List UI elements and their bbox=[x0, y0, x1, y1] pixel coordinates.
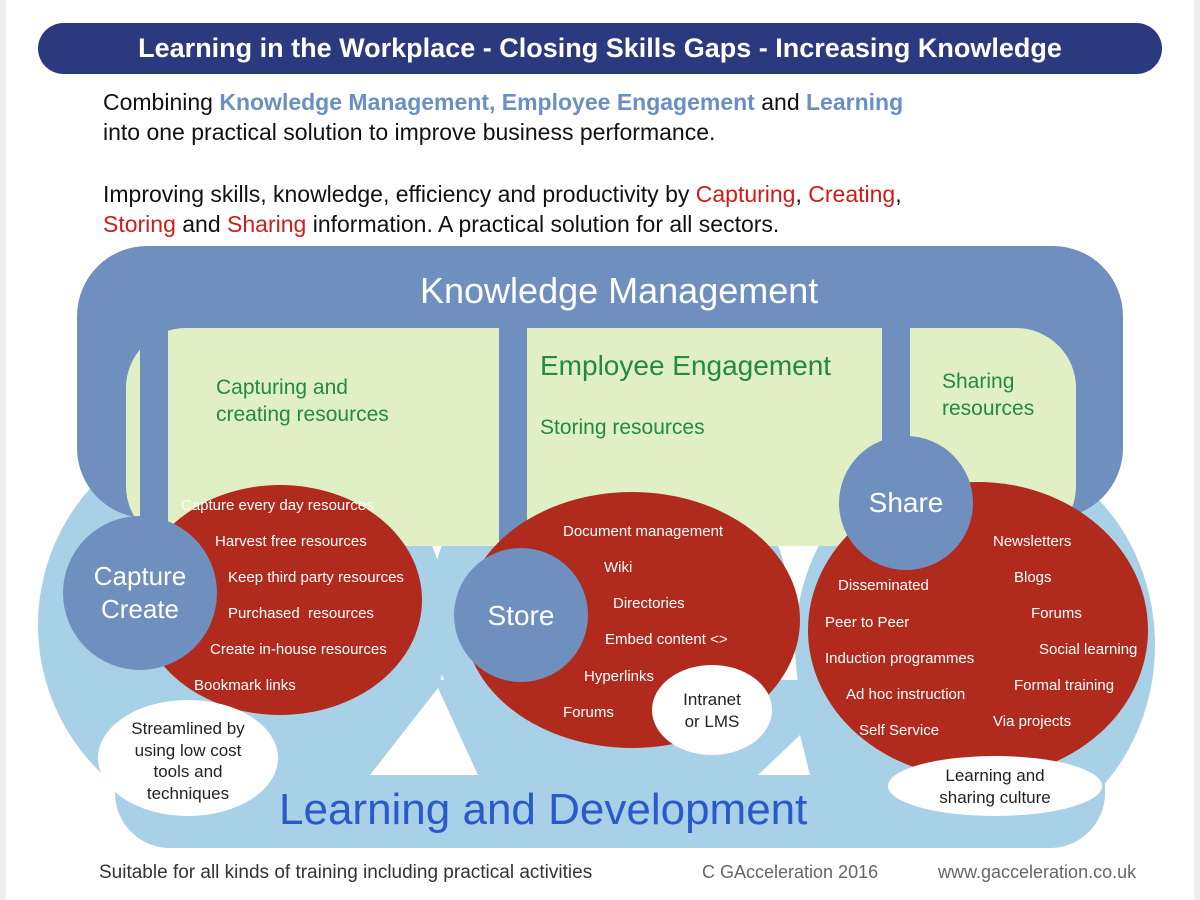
share-item: Formal training bbox=[1014, 677, 1115, 694]
share-item: Newsletters bbox=[993, 533, 1072, 550]
intro-line-2: into one practical solution to improve b… bbox=[103, 119, 716, 145]
store-item: Forums bbox=[563, 704, 614, 721]
capture-item: Harvest free resources bbox=[215, 533, 367, 550]
intro-paragraph-1: Combining Knowledge Management, Employee… bbox=[103, 87, 903, 147]
employee-engagement-label: Employee Engagement bbox=[540, 350, 832, 381]
intro-comma-1: , bbox=[795, 181, 809, 207]
capture-label-line-2: Create bbox=[100, 594, 180, 624]
footer-copyright: C GAcceleration 2016 bbox=[702, 862, 879, 882]
culture-line-2: sharing culture bbox=[939, 788, 1051, 807]
streamlined-line-3: tools and bbox=[153, 762, 223, 781]
share-item: Via projects bbox=[993, 713, 1072, 730]
streamlined-note-bubble bbox=[98, 700, 278, 816]
gap-triangle-right bbox=[758, 735, 810, 775]
intro-combining: Combining bbox=[103, 89, 220, 115]
share-label: Share bbox=[868, 487, 944, 518]
intro-sharing-highlight: Sharing bbox=[227, 211, 307, 237]
intranet-line-2: or LMS bbox=[684, 712, 740, 731]
culture-note: Learning and sharing culture bbox=[900, 765, 1090, 809]
left-page-edge bbox=[0, 0, 6, 900]
store-item: Wiki bbox=[604, 559, 633, 576]
gap-triangle-left bbox=[370, 688, 478, 775]
knowledge-management-label: Knowledge Management bbox=[420, 270, 819, 311]
intro-comma-2: , bbox=[895, 181, 902, 207]
right-page-edge bbox=[1194, 0, 1200, 900]
capture-item: Keep third party resources bbox=[228, 569, 404, 586]
sharing-heading-line-2: resources bbox=[942, 397, 1035, 420]
streamlined-line-1: Streamlined by bbox=[131, 719, 245, 738]
store-circle bbox=[454, 548, 588, 682]
intranet-line-1: Intranet bbox=[683, 690, 741, 709]
share-item: Social learning bbox=[1039, 641, 1138, 658]
capture-connector-bar bbox=[140, 318, 168, 543]
intro-paragraph-2: Improving skills, knowledge, efficiency … bbox=[103, 179, 902, 239]
intro-creating-highlight: Creating bbox=[808, 181, 896, 207]
share-item: Peer to Peer bbox=[825, 614, 910, 631]
footer-suitable-text: Suitable for all kinds of training inclu… bbox=[99, 862, 593, 883]
intro-line-1: Combining Knowledge Management, Employee… bbox=[103, 87, 903, 117]
capture-item: Capture every day resources bbox=[181, 497, 374, 514]
footer-website: www.gacceleration.co.uk bbox=[938, 862, 1137, 882]
streamlined-line-4: techniques bbox=[146, 783, 230, 803]
share-item: Disseminated bbox=[838, 577, 929, 594]
capture-label-line-1: Capture bbox=[93, 561, 187, 591]
capture-resources-ellipse bbox=[138, 485, 422, 715]
store-item: Document management bbox=[563, 523, 724, 540]
culture-note-bubble bbox=[888, 756, 1102, 816]
intro-sharing-rest: information. A practical solution for al… bbox=[306, 211, 780, 237]
share-item: Blogs bbox=[1014, 569, 1052, 586]
store-label: Store bbox=[487, 600, 555, 631]
capturing-heading-line-1: Capturing and bbox=[216, 376, 348, 399]
sharing-heading-line-1: Sharing bbox=[942, 370, 1015, 393]
share-item: Self Service bbox=[859, 722, 940, 739]
capture-create-label: Capture Create bbox=[63, 560, 217, 626]
store-item: Embed content <> bbox=[605, 631, 728, 648]
store-item: Directories bbox=[613, 595, 685, 612]
intro-km-ee-highlight: Knowledge Management, Employee Engagemen… bbox=[219, 89, 755, 115]
learning-development-label: Learning and Development bbox=[279, 785, 808, 834]
intro-improving: Improving skills, knowledge, efficiency … bbox=[103, 181, 696, 207]
intro-line-3: Improving skills, knowledge, efficiency … bbox=[103, 179, 902, 209]
capturing-creating-heading: Capturing and creating resources bbox=[216, 374, 389, 428]
title-banner: Learning in the Workplace - Closing Skil… bbox=[38, 23, 1162, 74]
intro-and-2: and bbox=[175, 211, 228, 237]
culture-line-1: Learning and bbox=[945, 766, 1045, 785]
share-item: Ad hoc instruction bbox=[846, 686, 966, 703]
storing-resources-heading: Storing resources bbox=[540, 416, 705, 439]
streamlined-line-2: using low cost bbox=[134, 740, 242, 760]
capture-item: Create in-house resources bbox=[210, 641, 387, 658]
share-item: Induction programmes bbox=[825, 650, 975, 667]
capture-item: Purchased resources bbox=[228, 605, 374, 622]
share-circle bbox=[839, 436, 973, 570]
page-title: Learning in the Workplace - Closing Skil… bbox=[138, 33, 1062, 63]
streamlined-note: Streamlined by using low cost tools and … bbox=[110, 718, 266, 804]
capture-create-circle bbox=[63, 516, 217, 670]
intro-and: and bbox=[754, 89, 806, 115]
capture-item: Bookmark links bbox=[194, 677, 296, 694]
intro-storing-highlight: Storing bbox=[103, 211, 176, 237]
employee-engagement-panel bbox=[126, 328, 1076, 546]
intro-learning-highlight: Learning bbox=[806, 89, 904, 115]
share-connector-bar bbox=[882, 318, 910, 458]
intro-line-4: Storing and Sharing information. A pract… bbox=[103, 209, 902, 239]
store-item: Hyperlinks bbox=[584, 668, 655, 685]
intranet-note: Intranet or LMS bbox=[660, 689, 764, 733]
sharing-resources-heading: Sharing resources bbox=[942, 368, 1034, 422]
capturing-heading-line-2: creating resources bbox=[216, 403, 389, 426]
intro-capturing-highlight: Capturing bbox=[695, 181, 796, 207]
share-item: Forums bbox=[1031, 605, 1082, 622]
intranet-note-bubble bbox=[652, 665, 772, 755]
